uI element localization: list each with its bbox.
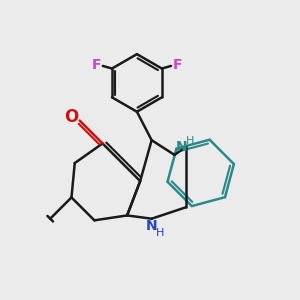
- Text: F: F: [173, 58, 182, 72]
- Text: N: N: [176, 140, 188, 154]
- Text: H: H: [156, 228, 164, 238]
- Text: N: N: [146, 219, 158, 233]
- Text: F: F: [92, 58, 101, 72]
- Text: H: H: [186, 136, 194, 146]
- Text: O: O: [64, 108, 79, 126]
